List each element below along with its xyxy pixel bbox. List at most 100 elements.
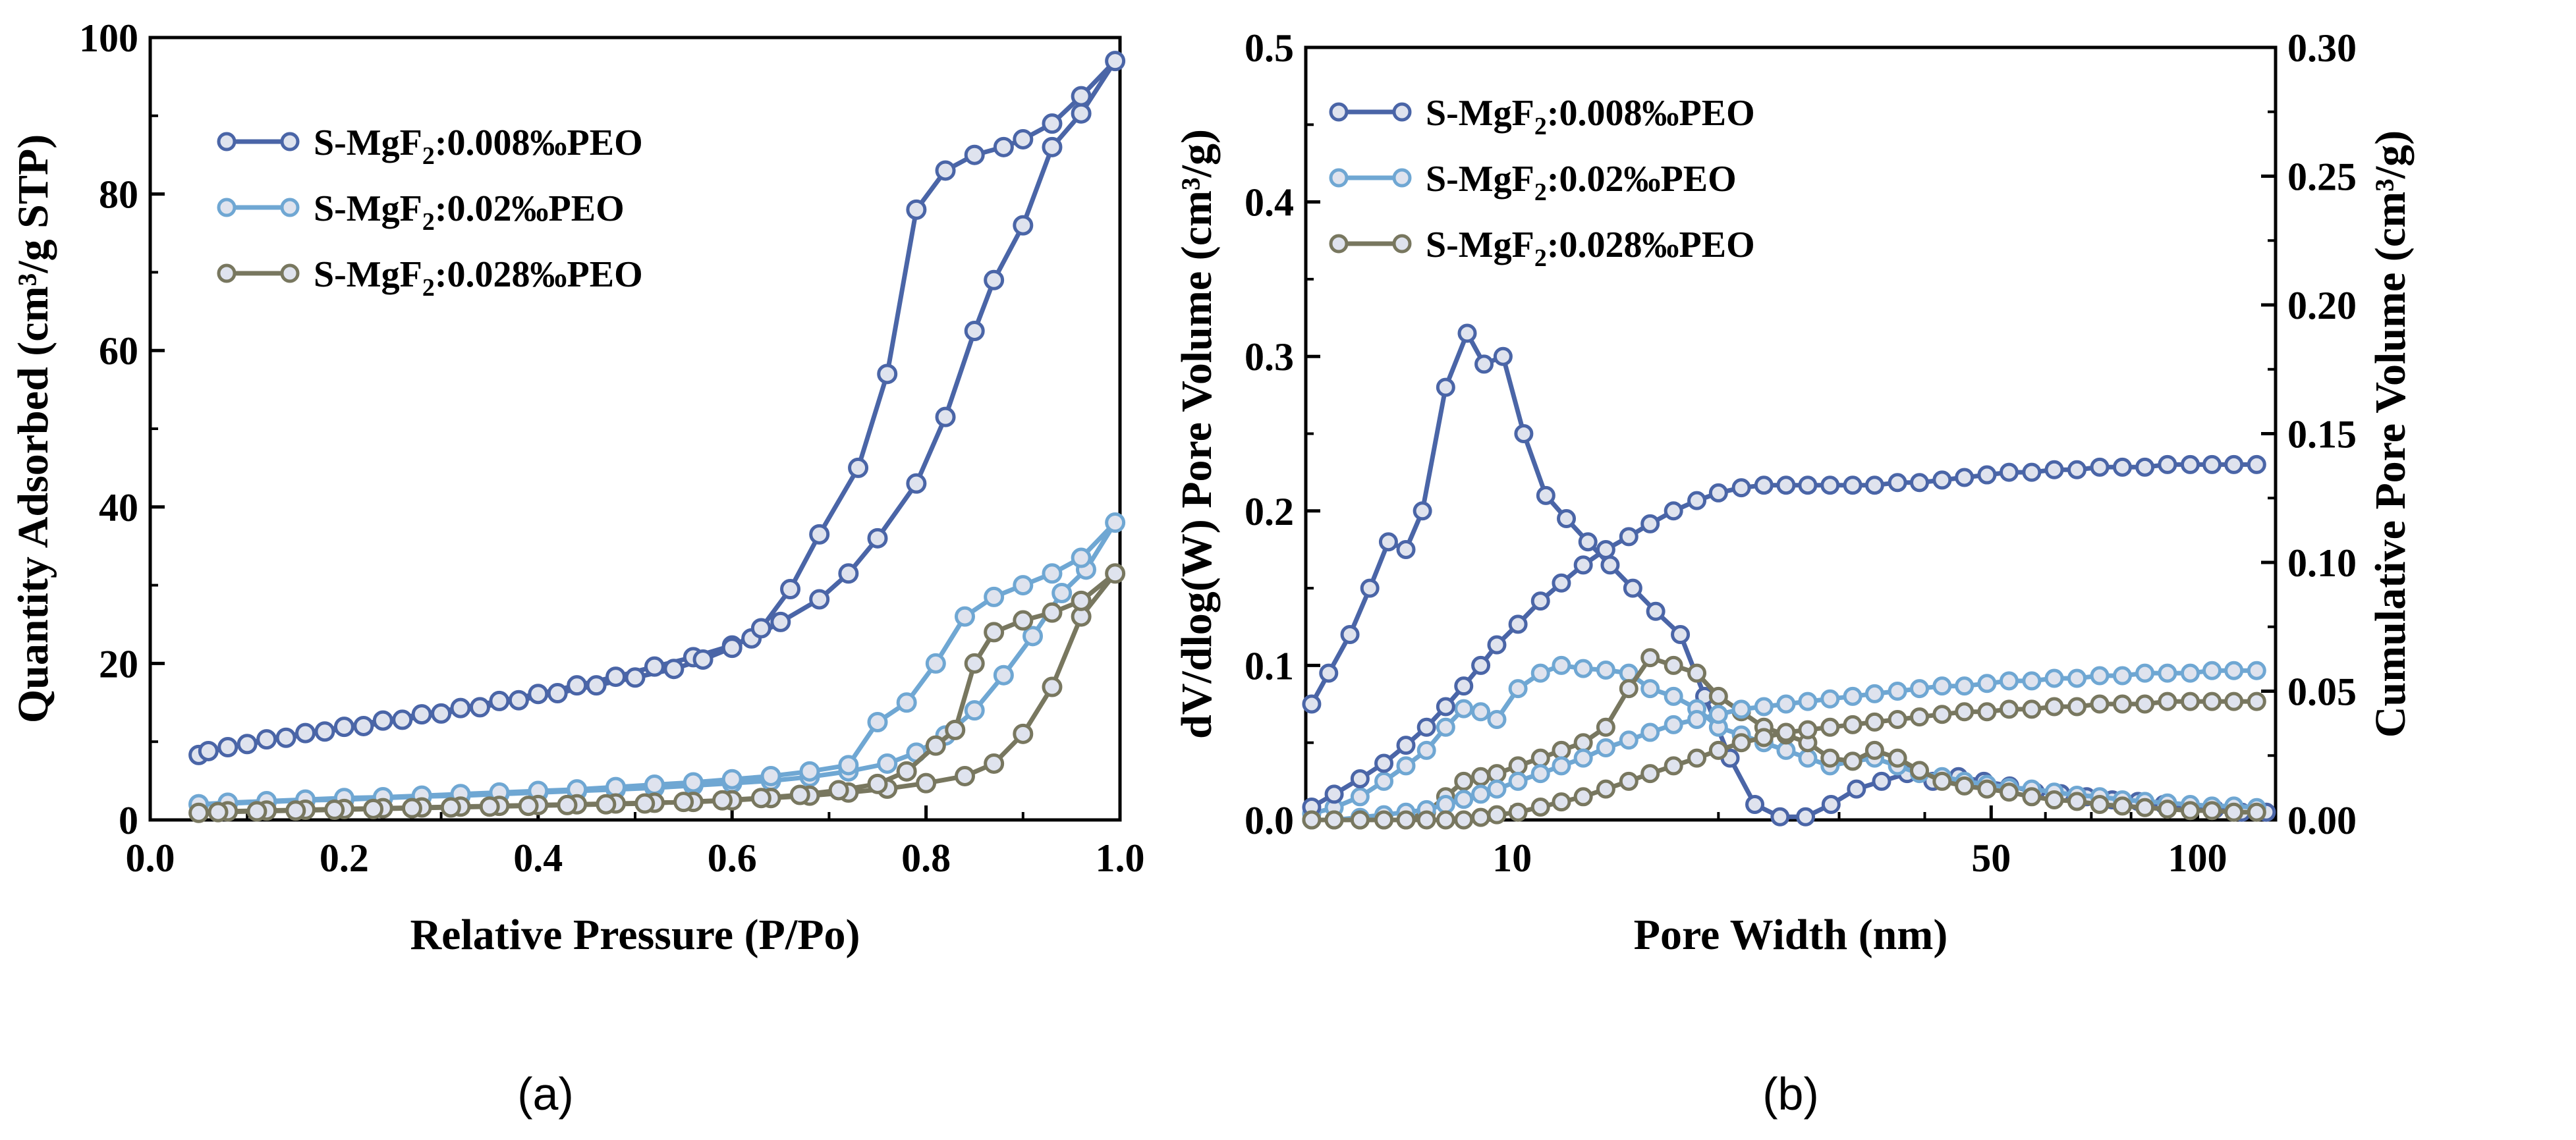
data-point-a bbox=[673, 792, 694, 813]
data-point-b bbox=[1487, 710, 1507, 730]
data-point-b bbox=[1999, 699, 2019, 719]
x-tick-label-a: 1.0 bbox=[1096, 836, 1145, 880]
data-point-b bbox=[1955, 702, 1974, 722]
data-point-b bbox=[1687, 710, 1707, 730]
data-point-a bbox=[469, 697, 490, 718]
data-point-b bbox=[1302, 694, 1322, 714]
data-point-b bbox=[1731, 478, 1751, 498]
data-point-b bbox=[1999, 671, 2019, 691]
data-point-a bbox=[1071, 590, 1092, 611]
data-point-b bbox=[1820, 748, 1840, 768]
data-point-b bbox=[1573, 555, 1593, 575]
data-point-a bbox=[780, 579, 801, 600]
y-right-tick-label-b: 0.30 bbox=[2287, 26, 2357, 70]
data-point-a bbox=[353, 715, 374, 736]
data-point-b bbox=[1687, 663, 1707, 683]
legend-marker-b bbox=[1392, 102, 1412, 122]
data-point-b bbox=[1820, 717, 1840, 737]
data-point-b bbox=[1932, 676, 1952, 696]
data-point-b bbox=[1596, 660, 1615, 680]
y-left-tick-label-b: 0.1 bbox=[1245, 644, 1294, 688]
data-point-a bbox=[440, 797, 461, 818]
data-point-b bbox=[2044, 668, 2064, 688]
legend-a: S-MgF2:0.008‰PEO S-MgF2:0.02‰PEO S-MgF2:0.… bbox=[217, 122, 643, 302]
y-right-tick-label-b: 0.05 bbox=[2287, 670, 2357, 714]
data-point-b bbox=[1596, 539, 1615, 559]
data-point-b bbox=[1396, 736, 1416, 755]
data-point-b bbox=[1600, 555, 1620, 575]
data-point-a bbox=[1013, 575, 1034, 596]
data-point-a bbox=[925, 735, 946, 756]
data-point-b bbox=[1872, 771, 1891, 791]
data-point-b bbox=[2224, 661, 2244, 680]
data-point-a bbox=[828, 780, 849, 801]
data-point-b bbox=[1888, 710, 1907, 730]
data-point-a bbox=[431, 703, 452, 724]
data-point-a bbox=[954, 606, 975, 627]
legend-label-b: S-MgF2:0.02‰PEO bbox=[1426, 159, 1737, 206]
legend-marker-a bbox=[217, 263, 237, 283]
data-point-b bbox=[1731, 699, 1751, 719]
data-point-b bbox=[1340, 624, 1360, 644]
data-point-b bbox=[1708, 740, 1728, 760]
legend-label-b: S-MgF2:0.008‰PEO bbox=[1426, 93, 1755, 140]
data-point-a bbox=[1071, 547, 1092, 568]
data-point-a bbox=[188, 802, 210, 823]
data-point-b bbox=[1664, 655, 1683, 675]
data-point-b bbox=[2247, 802, 2266, 822]
data-point-a bbox=[401, 798, 422, 819]
data-point-b bbox=[2022, 787, 2042, 807]
data-point-a bbox=[945, 719, 966, 740]
data-point-b bbox=[1514, 424, 1534, 443]
data-point-b bbox=[1530, 663, 1550, 683]
data-point-a bbox=[954, 765, 975, 786]
axis-ticks-b: 10 50 100 0.0 0.1 0.2 0.3 0.4 0.5 0.00 0.05 0.10 0.1… bbox=[1245, 26, 2357, 880]
data-point-b bbox=[1454, 699, 1474, 719]
data-point-b bbox=[1573, 659, 1593, 678]
data-point-b bbox=[2135, 798, 2155, 817]
data-point-b bbox=[1454, 810, 1474, 830]
data-point-b bbox=[2067, 460, 2087, 479]
y-tick-label-a: 60 bbox=[99, 329, 138, 373]
data-point-a bbox=[692, 649, 714, 670]
data-point-b bbox=[1664, 686, 1683, 706]
x-tick-label-a: 0.6 bbox=[708, 836, 757, 880]
data-point-b bbox=[1731, 733, 1751, 753]
x-tick-label-a: 0.2 bbox=[320, 836, 369, 880]
data-point-a bbox=[285, 800, 306, 821]
data-point-b bbox=[1573, 748, 1593, 768]
data-point-b bbox=[1820, 689, 1840, 709]
data-point-a bbox=[663, 659, 685, 680]
data-point-b bbox=[1360, 578, 1380, 598]
data-point-b bbox=[1436, 377, 1455, 397]
y-right-tick-label-b: 0.00 bbox=[2287, 799, 2357, 842]
data-point-b bbox=[2202, 692, 2222, 711]
data-point-b bbox=[1864, 740, 1884, 760]
data-point-b bbox=[2224, 802, 2244, 822]
series-b-right-s008 bbox=[1302, 454, 2266, 817]
series-a-s028 bbox=[188, 563, 1126, 823]
data-point-a bbox=[333, 717, 354, 738]
data-point-b bbox=[2044, 460, 2064, 479]
data-point-b bbox=[1474, 354, 1494, 374]
legend-marker-a bbox=[217, 132, 237, 151]
data-point-b bbox=[2247, 661, 2266, 680]
y-left-tick-label-b: 0.2 bbox=[1245, 490, 1294, 533]
data-point-b bbox=[1646, 601, 1666, 621]
y-left-tick-label-b: 0.0 bbox=[1245, 799, 1294, 842]
data-point-a bbox=[586, 675, 607, 696]
data-point-b bbox=[1396, 539, 1416, 559]
data-point-b bbox=[1955, 676, 1974, 696]
data-point-b bbox=[1664, 501, 1683, 521]
x-tick-label-b: 50 bbox=[1971, 836, 2011, 880]
data-point-b bbox=[1471, 807, 1491, 827]
data-point-b bbox=[1471, 655, 1491, 675]
data-point-a bbox=[314, 721, 335, 742]
data-point-a bbox=[867, 773, 888, 794]
caption-b: (b) bbox=[1762, 1068, 1819, 1120]
data-point-b bbox=[1847, 779, 1866, 799]
data-point-a bbox=[1071, 86, 1092, 107]
data-point-b bbox=[1888, 682, 1907, 701]
y-tick-label-a: 20 bbox=[99, 642, 138, 686]
